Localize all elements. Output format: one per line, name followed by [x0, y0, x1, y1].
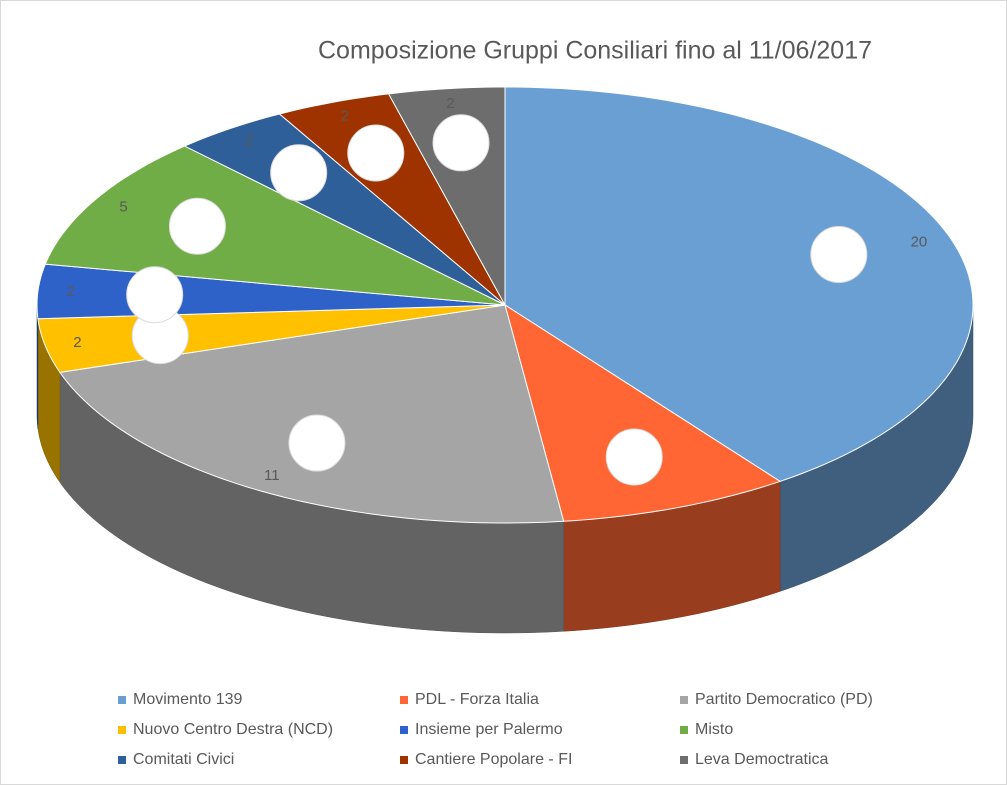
- data-label: 20: [911, 233, 928, 250]
- party-logo: [432, 114, 490, 172]
- legend-swatch: [118, 756, 126, 764]
- legend-label: Movimento 139: [133, 691, 242, 708]
- legend-swatch: [118, 726, 126, 734]
- data-label: 2: [73, 334, 81, 351]
- legend-label: Partito Democratico (PD): [695, 691, 873, 708]
- legend-label: Misto: [695, 721, 733, 738]
- pie-slice: [504, 86, 974, 482]
- legend-swatch: [680, 756, 688, 764]
- party-logo: [605, 428, 663, 486]
- legend-swatch: [118, 696, 126, 704]
- party-logo: [168, 197, 226, 255]
- chart-title: Composizione Gruppi Consiliari fino al 1…: [318, 37, 872, 65]
- legend-swatch: [400, 696, 408, 704]
- legend-label: Leva Democtratica: [695, 751, 828, 768]
- legend-label: Comitati Civici: [133, 751, 234, 768]
- pie-slice: [59, 304, 565, 524]
- legend-swatch: [400, 756, 408, 764]
- pie-side: [36, 304, 39, 429]
- legend-swatch: [680, 696, 688, 704]
- data-label: 2: [446, 95, 454, 112]
- legend-swatch: [400, 726, 408, 734]
- pie-slice: [278, 93, 506, 306]
- party-logo: [288, 414, 346, 472]
- data-label: 2: [66, 283, 74, 300]
- pie-slice: [504, 303, 782, 522]
- data-label: 5: [119, 198, 127, 215]
- legend-label: PDL - Forza Italia: [415, 691, 539, 708]
- data-label: 2: [341, 107, 349, 124]
- legend-label: Cantiere Popolare - FI: [415, 751, 572, 768]
- data-label: 11: [264, 467, 280, 484]
- pie-slice: [183, 113, 506, 306]
- party-logo: [810, 225, 868, 283]
- pie-slice: [44, 145, 506, 306]
- legend-label: Nuovo Centro Destra (NCD): [133, 721, 333, 738]
- party-logo: [347, 124, 405, 182]
- party-logo: [270, 144, 328, 202]
- legend-swatch: [680, 726, 688, 734]
- data-label: 2: [245, 132, 253, 149]
- legend-label: Insieme per Palermo: [415, 721, 563, 738]
- party-logo: [126, 266, 184, 324]
